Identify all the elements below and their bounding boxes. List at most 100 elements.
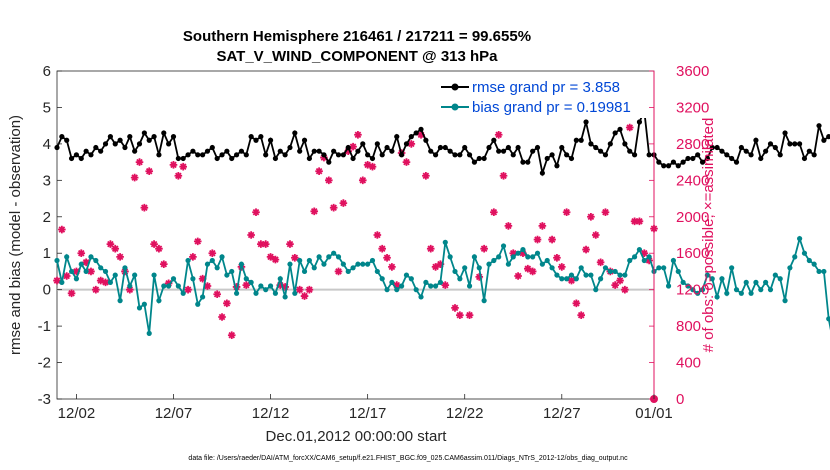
- bias-point: [787, 265, 793, 271]
- bias-point: [54, 257, 60, 264]
- bias-point: [141, 301, 147, 307]
- rmse-point: [763, 148, 769, 154]
- rmse-point: [166, 141, 172, 147]
- rmse-point: [389, 148, 395, 154]
- assimilated-marker: [509, 249, 518, 258]
- assimilated-marker: [344, 147, 353, 155]
- rmse-point: [59, 134, 65, 140]
- bias-point: [98, 265, 104, 271]
- assimilated-marker: [480, 244, 488, 253]
- assimilated-marker: [130, 173, 139, 182]
- rmse-point: [573, 137, 579, 143]
- bias-point: [282, 294, 288, 300]
- rmse-point: [229, 155, 235, 162]
- rmse-point: [78, 155, 84, 162]
- rmse-point: [491, 137, 497, 143]
- rmse-point: [826, 134, 830, 140]
- bias-point: [335, 254, 342, 260]
- bias-point: [709, 276, 715, 282]
- assimilated-marker: [538, 222, 547, 230]
- rmse-point: [719, 148, 725, 154]
- bias-point: [777, 276, 783, 282]
- assimilated-marker: [208, 249, 217, 258]
- assimilated-marker: [354, 130, 362, 139]
- bias-point: [156, 298, 162, 304]
- bias-point: [826, 316, 830, 322]
- rmse-point: [675, 163, 681, 169]
- rmse-point: [204, 148, 211, 154]
- assimilated-marker: [358, 176, 367, 185]
- bias-point: [724, 290, 730, 296]
- rmse-point: [282, 152, 288, 158]
- assimilated-marker: [96, 276, 105, 285]
- rmse-point: [258, 134, 264, 140]
- rmse-point: [102, 141, 109, 147]
- y-tick-label: -3: [38, 391, 51, 408]
- bias-point: [326, 254, 332, 260]
- bias-point: [432, 283, 439, 289]
- rmse-point: [175, 155, 181, 162]
- bias-point: [607, 268, 613, 275]
- rmse-point: [636, 119, 643, 125]
- assimilated-marker: [135, 158, 144, 166]
- rmse-point: [83, 148, 89, 154]
- rmse-point: [292, 130, 298, 136]
- rmse-point: [466, 152, 473, 158]
- rmse-point: [714, 144, 720, 151]
- assimilated-marker: [431, 263, 440, 271]
- rmse-point: [209, 144, 215, 151]
- assimilated-marker: [111, 244, 120, 253]
- rmse-point: [767, 141, 774, 147]
- rmse-point: [238, 148, 245, 154]
- assimilated-marker: [286, 240, 294, 248]
- assimilated-marker: [150, 240, 158, 248]
- legend-rmse-label: rmse grand pr = 3.858: [472, 79, 620, 96]
- rmse-point: [496, 148, 502, 154]
- bias-point: [297, 257, 303, 264]
- assimilated-marker: [514, 272, 522, 280]
- rmse-point: [170, 134, 177, 140]
- assimilated-marker: [465, 311, 474, 319]
- bias-point: [311, 265, 317, 271]
- bias-point: [403, 272, 410, 278]
- assimilated-marker: [456, 311, 464, 319]
- assimilated-marker: [392, 281, 401, 289]
- assimilated-marker: [58, 225, 66, 234]
- rmse-point: [797, 141, 803, 147]
- rmse-point: [748, 152, 754, 158]
- bias-point: [408, 276, 414, 282]
- assimilated-marker: [621, 285, 629, 294]
- rmse-point: [219, 152, 225, 158]
- bias-point: [699, 287, 706, 293]
- y-tick-label: 2: [43, 209, 51, 226]
- chart-title-line2: SAT_V_WIND_COMPONENT @ 313 hPa: [216, 48, 498, 65]
- assimilated-marker: [276, 281, 285, 289]
- rmse-point: [374, 141, 380, 147]
- rmse-point: [588, 141, 594, 147]
- assimilated-marker: [426, 244, 435, 253]
- rmse-point: [685, 155, 691, 162]
- rmse-point: [665, 163, 672, 169]
- bias-point: [117, 298, 123, 304]
- assimilated-marker: [630, 217, 639, 226]
- rmse-point: [350, 155, 356, 162]
- assimilated-marker: [499, 171, 508, 180]
- bias-point: [646, 254, 652, 260]
- bias-point: [170, 276, 177, 282]
- bias-point: [238, 261, 245, 267]
- bias-point: [767, 287, 774, 293]
- rmse-point: [132, 148, 138, 154]
- assimilated-marker: [368, 162, 377, 171]
- bias-point: [670, 257, 677, 264]
- assimilated-marker: [67, 289, 76, 298]
- assimilated-marker: [611, 281, 619, 289]
- bias-point: [418, 294, 424, 300]
- x-tick-label: 12/17: [349, 405, 387, 422]
- bias-point: [758, 287, 764, 293]
- assimilated-marker: [562, 208, 571, 217]
- assimilated-marker: [247, 231, 255, 239]
- rmse-point: [136, 141, 143, 147]
- assimilated-marker: [616, 276, 624, 285]
- rmse-point: [428, 148, 434, 154]
